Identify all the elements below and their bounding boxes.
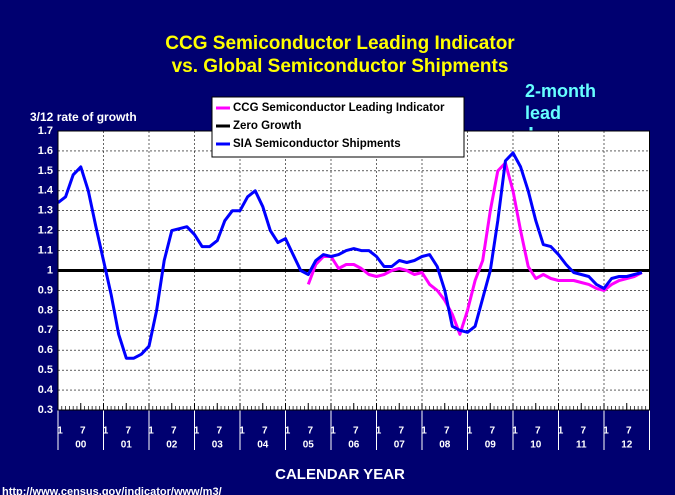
- y-tick-label: 0.3: [38, 404, 53, 416]
- y-tick-label: 0.8: [38, 304, 53, 316]
- x-tick-label: 1: [57, 426, 63, 437]
- annotation: 2-month: [525, 81, 596, 101]
- x-tick-label: 1: [376, 426, 382, 437]
- x-tick-label: 1: [285, 426, 291, 437]
- y-tick-label: 1.6: [38, 145, 53, 157]
- x-tick-label: 7: [262, 426, 268, 437]
- source: http://www.census.gov/indicator/www/m3/: [2, 486, 222, 495]
- y-tick-label: 1.5: [38, 165, 53, 177]
- year-label: 01: [121, 440, 133, 451]
- y-tick-label: 0.5: [38, 364, 53, 376]
- x-tick-label: 7: [80, 426, 86, 437]
- x-tick-label: 7: [489, 426, 495, 437]
- y-tick-label: 0.7: [38, 324, 53, 336]
- year-label: 09: [485, 440, 497, 451]
- y-tick-label: 1.7: [38, 125, 53, 137]
- y-tick-label: 0.9: [38, 284, 53, 296]
- x-tick-label: 7: [216, 426, 222, 437]
- x-tick-label: 1: [194, 426, 200, 437]
- chart-title: CCG Semiconductor Leading Indicator: [165, 33, 515, 54]
- year-label: 08: [439, 440, 451, 451]
- y-tick-label: 1.3: [38, 205, 53, 217]
- y-tick-label: 1.1: [38, 244, 53, 256]
- x-tick-label: 1: [239, 426, 245, 437]
- legend-label: CCG Semiconductor Leading Indicator: [233, 102, 445, 114]
- chart-title: vs. Global Semiconductor Shipments: [172, 56, 509, 77]
- x-tick-label: 7: [398, 426, 404, 437]
- year-label: 07: [394, 440, 406, 451]
- x-tick-label: 7: [307, 426, 313, 437]
- legend-label: SIA Semiconductor Shipments: [233, 138, 401, 150]
- x-axis-label: CALENDAR YEAR: [275, 466, 405, 483]
- x-tick-label: 1: [558, 426, 564, 437]
- x-tick-label: 1: [148, 426, 154, 437]
- series-line: [57, 151, 643, 360]
- x-tick-label: 1: [421, 426, 427, 437]
- y-tick-label: 0.6: [38, 344, 53, 356]
- y-tick-label: 1: [47, 264, 53, 276]
- x-tick-label: 7: [171, 426, 177, 437]
- y-tick-label: 1.4: [38, 185, 54, 197]
- x-tick-label: 1: [603, 426, 609, 437]
- year-label: 05: [303, 440, 315, 451]
- year-label: 04: [257, 440, 269, 451]
- y-axis-label: 3/12 rate of growth: [30, 110, 137, 124]
- x-tick-label: 7: [353, 426, 359, 437]
- year-label: 00: [75, 440, 87, 451]
- year-label: 03: [212, 440, 224, 451]
- legend-label: Zero Growth: [233, 120, 301, 132]
- x-tick-label: 1: [467, 426, 473, 437]
- x-tick-label: 7: [580, 426, 586, 437]
- x-tick-label: 7: [125, 426, 131, 437]
- series-line: [306, 161, 643, 336]
- x-tick-label: 7: [626, 426, 632, 437]
- year-label: 11: [576, 440, 587, 451]
- year-label: 12: [621, 440, 633, 451]
- annotation: lead: [525, 103, 561, 123]
- year-label: 10: [530, 440, 542, 451]
- year-label: 06: [348, 440, 360, 451]
- x-tick-label: 1: [512, 426, 518, 437]
- legend: [211, 96, 465, 158]
- y-tick-label: 0.4: [38, 384, 54, 396]
- x-tick-label: 1: [330, 426, 336, 437]
- year-label: 02: [166, 440, 178, 451]
- x-tick-label: 7: [535, 426, 541, 437]
- x-tick-label: 7: [444, 426, 450, 437]
- y-tick-label: 1.2: [38, 225, 53, 237]
- x-tick-label: 1: [103, 426, 109, 437]
